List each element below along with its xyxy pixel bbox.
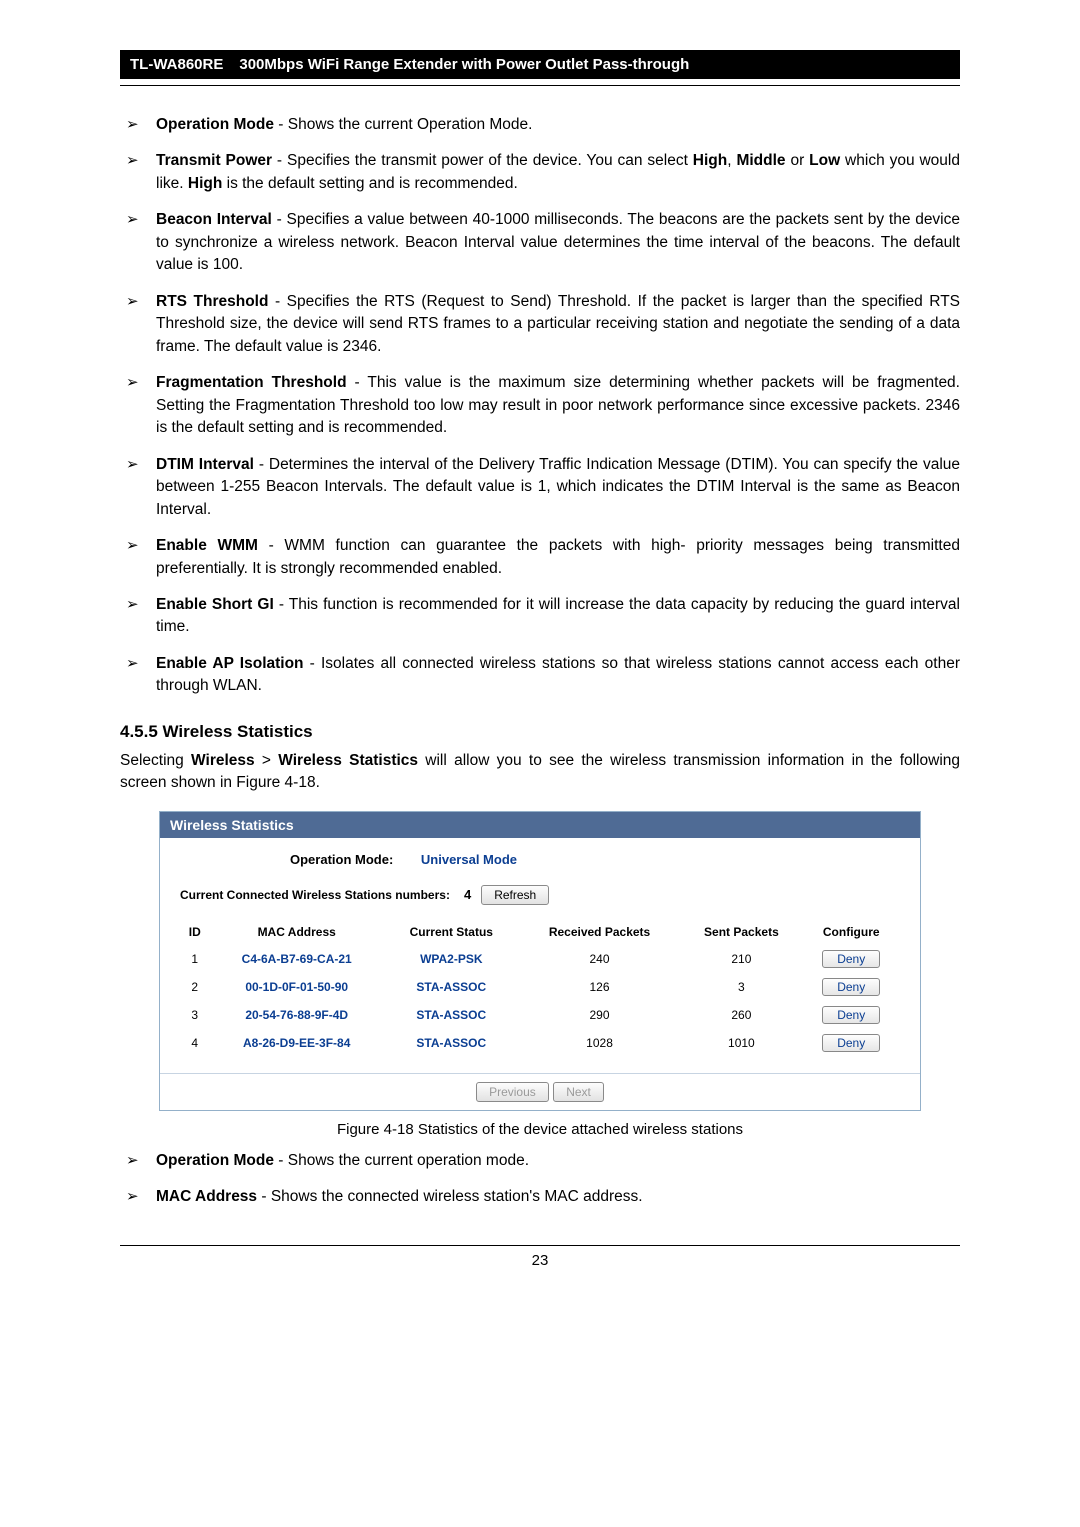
cell-rx: 240 [519,945,681,973]
cell-configure: Deny [802,945,900,973]
header-rule [120,85,960,86]
table-row: 200-1D-0F-01-50-90STA-ASSOC1263 Deny [180,973,900,1001]
cell-configure: Deny [802,1029,900,1057]
panel-title: Wireless Statistics [160,812,920,838]
conn-count: 4 [464,887,471,902]
stats-table: ID MAC Address Current Status Received P… [180,919,900,1057]
cell-id: 4 [180,1029,210,1057]
col-configure: Configure [802,919,900,945]
bullet-fragmentation-threshold: Fragmentation Threshold - This value is … [120,372,960,439]
doc-header: TL-WA860RE 300Mbps WiFi Range Extender w… [120,50,960,79]
term: Enable AP Isolation [156,655,304,672]
col-tx: Sent Packets [680,919,802,945]
term: Beacon Interval [156,211,272,228]
wireless-stats-panel: Wireless Statistics Operation Mode: Univ… [159,811,921,1111]
op-mode-label: Operation Mode: [290,852,393,867]
bullet-enable-wmm: Enable WMM - WMM function can guarantee … [120,535,960,580]
section-intro: Selecting Wireless > Wireless Statistics… [120,750,960,795]
bullet-enable-ap-isolation: Enable AP Isolation - Isolates all conne… [120,653,960,698]
bullet-operation-mode: Operation Mode - Shows the current Opera… [120,114,960,136]
refresh-button[interactable]: Refresh [481,885,549,905]
section-heading: 4.5.5 Wireless Statistics [120,722,960,742]
col-id: ID [180,919,210,945]
bullet-transmit-power: Transmit Power - Specifies the transmit … [120,150,960,195]
cell-status: STA-ASSOC [384,973,519,1001]
bullet-operation-mode-2: Operation Mode - Shows the current opera… [120,1150,960,1172]
cell-rx: 126 [519,973,681,1001]
cell-tx: 260 [680,1001,802,1029]
table-header-row: ID MAC Address Current Status Received P… [180,919,900,945]
term: Enable Short GI [156,596,274,613]
next-button[interactable]: Next [553,1082,604,1102]
table-row: 4A8-26-D9-EE-3F-84STA-ASSOC10281010 Deny [180,1029,900,1057]
cell-rx: 290 [519,1001,681,1029]
table-row: 320-54-76-88-9F-4DSTA-ASSOC290260 Deny [180,1001,900,1029]
figure-caption: Figure 4-18 Statistics of the device att… [120,1121,960,1138]
term: Operation Mode [156,1152,274,1169]
operation-mode-row: Operation Mode: Universal Mode [180,852,900,867]
op-mode-value: Universal Mode [421,852,517,867]
bullet-rts-threshold: RTS Threshold - Specifies the RTS (Reque… [120,291,960,358]
bullet-mac-address: MAC Address - Shows the connected wirele… [120,1186,960,1208]
feature-list-top: Operation Mode - Shows the current Opera… [120,114,960,698]
cell-status: STA-ASSOC [384,1029,519,1057]
cell-id: 2 [180,973,210,1001]
cell-configure: Deny [802,973,900,1001]
col-status: Current Status [384,919,519,945]
cell-tx: 210 [680,945,802,973]
cell-id: 3 [180,1001,210,1029]
term: Fragmentation Threshold [156,374,347,391]
cell-rx: 1028 [519,1029,681,1057]
deny-button[interactable]: Deny [822,1034,880,1052]
cell-mac: 20-54-76-88-9F-4D [210,1001,384,1029]
connected-count-row: Current Connected Wireless Stations numb… [180,885,900,905]
header-model: TL-WA860RE [120,50,233,79]
deny-button[interactable]: Deny [822,978,880,996]
term-text: - Shows the current Operation Mode. [274,116,532,133]
previous-button[interactable]: Previous [476,1082,549,1102]
header-desc: 300Mbps WiFi Range Extender with Power O… [233,50,960,79]
feature-list-bottom: Operation Mode - Shows the current opera… [120,1150,960,1209]
page-number: 23 [532,1252,549,1269]
cell-tx: 3 [680,973,802,1001]
page-footer: 23 [120,1245,960,1269]
bullet-enable-short-gi: Enable Short GI - This function is recom… [120,594,960,639]
cell-mac: 00-1D-0F-01-50-90 [210,973,384,1001]
bullet-beacon-interval: Beacon Interval - Specifies a value betw… [120,209,960,276]
term: Enable WMM [156,537,258,554]
cell-status: WPA2-PSK [384,945,519,973]
cell-configure: Deny [802,1001,900,1029]
term: Operation Mode [156,116,274,133]
deny-button[interactable]: Deny [822,950,880,968]
cell-mac: C4-6A-B7-69-CA-21 [210,945,384,973]
cell-tx: 1010 [680,1029,802,1057]
term: DTIM Interval [156,456,254,473]
term: RTS Threshold [156,293,268,310]
term: Transmit Power [156,152,272,169]
cell-id: 1 [180,945,210,973]
cell-status: STA-ASSOC [384,1001,519,1029]
term: MAC Address [156,1188,257,1205]
bullet-dtim-interval: DTIM Interval - Determines the interval … [120,454,960,521]
conn-label: Current Connected Wireless Stations numb… [180,888,450,902]
cell-mac: A8-26-D9-EE-3F-84 [210,1029,384,1057]
col-mac: MAC Address [210,919,384,945]
table-row: 1C4-6A-B7-69-CA-21WPA2-PSK240210 Deny [180,945,900,973]
deny-button[interactable]: Deny [822,1006,880,1024]
col-rx: Received Packets [519,919,681,945]
panel-footer: Previous Next [160,1073,920,1110]
